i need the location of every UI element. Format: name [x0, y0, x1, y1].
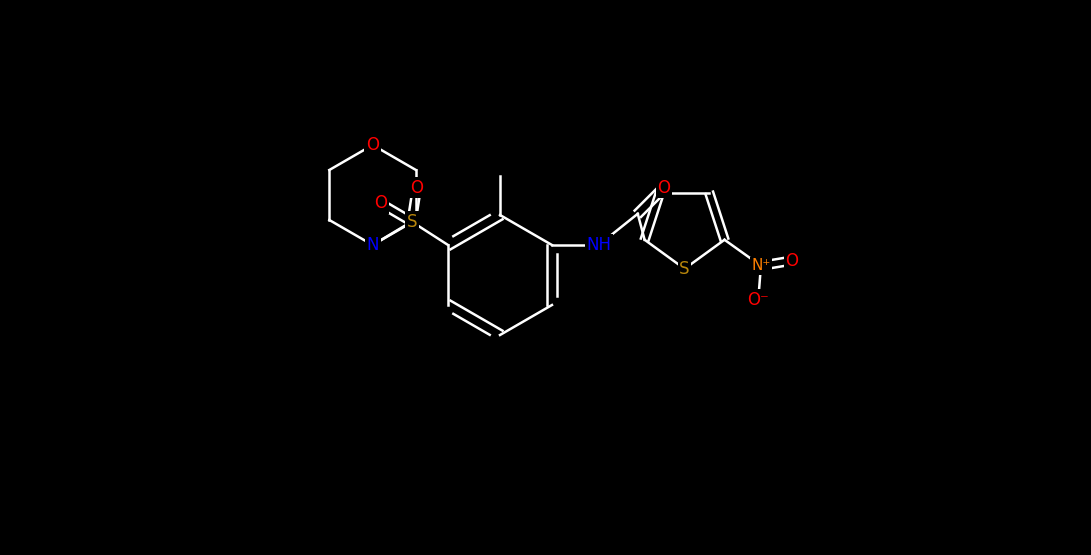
Text: S: S: [680, 260, 690, 278]
Text: O: O: [410, 179, 423, 197]
Text: NH: NH: [586, 236, 611, 254]
Text: N⁺: N⁺: [752, 258, 770, 273]
Text: O: O: [374, 194, 387, 213]
Text: O: O: [657, 179, 670, 197]
Text: O: O: [786, 251, 799, 270]
Text: O: O: [367, 136, 380, 154]
Text: S: S: [406, 213, 417, 230]
Text: N: N: [367, 236, 379, 254]
Text: O⁻: O⁻: [747, 291, 769, 309]
